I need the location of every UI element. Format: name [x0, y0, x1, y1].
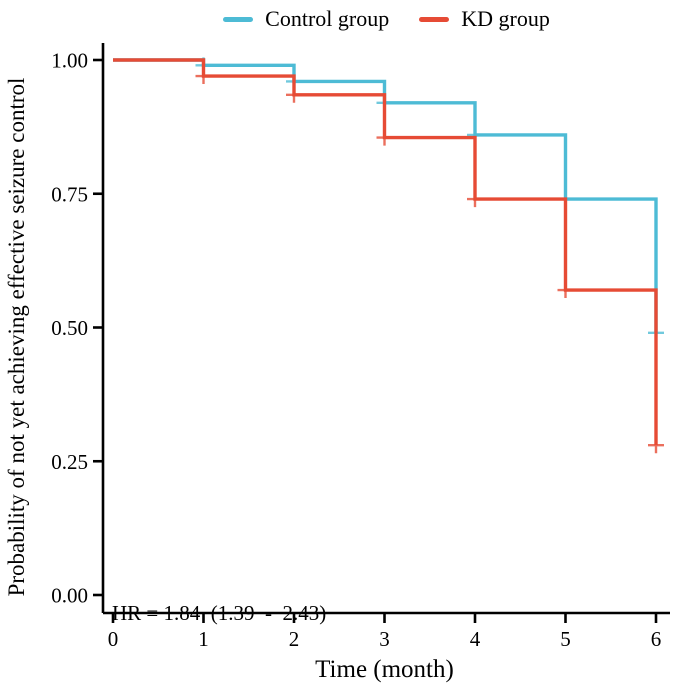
legend: Control group KD group: [103, 5, 670, 33]
x-tick-label: 3: [379, 627, 390, 651]
censor-mark-kd-group: [286, 86, 302, 103]
x-tick-label: 6: [651, 627, 662, 651]
x-tick-label: 2: [289, 627, 300, 651]
censor-mark-kd-group: [195, 68, 212, 85]
censor-mark-kd-group: [648, 437, 664, 454]
y-tick-label: 0.25: [51, 450, 88, 474]
censor-mark-kd-group: [467, 191, 483, 208]
y-tick-label: 1.00: [51, 49, 88, 73]
hr-annotation: HR = 1.84 (1.39 - 2.43): [112, 601, 327, 625]
legend-label-kd: KD group: [461, 6, 550, 31]
stats-annotation: HR = 1.84 (1.39 - 2.43) P < 0.001: [112, 536, 326, 694]
survival-curve-kd-group: [113, 58, 658, 446]
x-axis-title: Time (month): [315, 656, 454, 683]
legend-item-kd: KD group: [419, 6, 550, 32]
y-tick-label: 0.75: [51, 182, 88, 206]
censor-mark-kd-group: [557, 282, 574, 299]
kd-line-swatch: [419, 16, 450, 22]
censor-mark-kd-group: [376, 129, 393, 146]
x-tick-label: 5: [560, 627, 571, 651]
legend-item-control: Control group: [223, 6, 389, 32]
x-tick-label: 4: [470, 627, 481, 651]
x-tick-label: 1: [198, 627, 209, 651]
y-tick-label: 0.00: [51, 584, 88, 608]
legend-label-control: Control group: [265, 6, 390, 31]
y-tick-label: 0.50: [51, 316, 88, 340]
control-line-swatch: [223, 16, 254, 22]
x-tick-label: 0: [108, 627, 119, 651]
